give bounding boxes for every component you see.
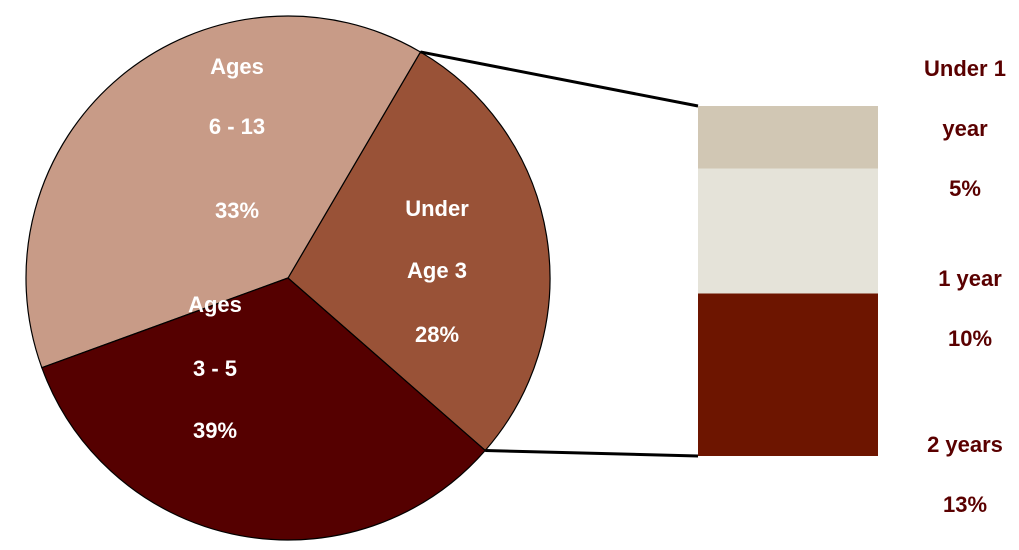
pie-slice-1-label-1: 3 - 5 [193, 356, 237, 381]
connector-lines [420, 50, 699, 458]
pie-slice-2 [41, 277, 487, 541]
connector-line-bottom [485, 448, 699, 458]
bar-segment-2-label-0: 2 years [927, 432, 1003, 457]
pie-slice-2-label-1: 6 - 13 [209, 114, 265, 139]
pie-slice-1-label-0: Ages [188, 292, 242, 317]
bar-segment-0-label-1: year [942, 116, 988, 141]
bar-segment-0 [698, 106, 878, 169]
bar-segment-1 [698, 168, 878, 294]
pie-slice-2-label-2: 33% [215, 198, 259, 223]
pie-slice-1 [25, 15, 422, 369]
bar-segment-0-label-2: 5% [949, 176, 981, 201]
pie-slice-0-label-2: 28% [415, 322, 459, 347]
pie-slice-0-label-0: Under [405, 196, 469, 221]
pie-slice-0-label-1: Age 3 [407, 258, 467, 283]
pie [25, 15, 551, 541]
pie-slice-0 [287, 51, 551, 452]
connector-line-top [420, 50, 699, 108]
pie-slice-2-label-0: Ages [210, 54, 264, 79]
bar-segment-1-label-0: 1 year [938, 266, 1002, 291]
bar-segment-1-label-1: 10% [948, 326, 992, 351]
bar-segment-2 [698, 293, 878, 456]
bar-segment-0-label-0: Under 1 [924, 56, 1006, 81]
breakdown-stacked-bar [698, 106, 878, 456]
bar-segment-2-label-1: 13% [943, 492, 987, 517]
pie-slice-1-label-2: 39% [193, 418, 237, 443]
labels: Under Age 3 28% Ages 3 - 5 39% Ages 6 - 13 33% Un… [188, 54, 1006, 517]
